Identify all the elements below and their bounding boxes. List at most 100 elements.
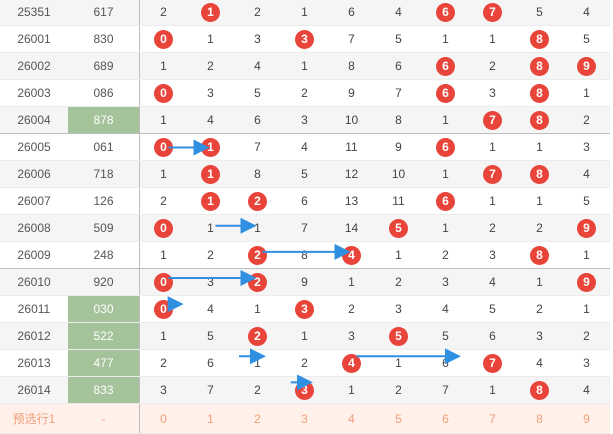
draw-row: 26005 061 0 1 7 4 11 9 6 1 1 3 [0,133,610,161]
digit-cell-5: 1 [375,241,422,269]
digit-cell-5: 1 [375,349,422,377]
digit-cell-6: 6 [422,187,469,215]
prediction-digit-1[interactable]: 1 [187,403,234,434]
digit-cell-2: 6 [234,106,281,134]
draw-number: 833 [68,376,140,404]
digit-cell-6: 6 [422,133,469,161]
prediction-row[interactable]: 预选行1-0 1 2 3 4 5 6 7 8 9 [0,403,610,434]
digit-cell-4: 7 [328,25,375,53]
draw-number: 086 [68,79,140,107]
hit-ball: 1 [201,137,220,157]
hit-ball: 0 [154,137,173,157]
digit-cell-3: 3 [281,376,328,404]
digit-cell-7: 7 [469,106,516,134]
hit-ball: 7 [483,164,502,184]
digit-cell-8: 1 [516,187,563,215]
digit-cell-2: 5 [234,79,281,107]
digit-cell-0: 1 [139,160,187,188]
prediction-digit-0[interactable]: 0 [139,403,187,434]
draw-number: 030 [68,295,140,323]
digit-cell-9: 1 [563,79,610,107]
digit-cell-5: 3 [375,295,422,323]
digit-cell-7: 1 [469,133,516,161]
digit-cell-4: 1 [328,376,375,404]
draw-number: 617 [68,0,140,26]
hit-ball: 2 [248,326,267,346]
digit-cell-1: 5 [187,322,234,350]
digit-cell-4: 10 [328,106,375,134]
digit-cell-9: 3 [563,133,610,161]
digit-cell-4: 4 [328,349,375,377]
issue-number: 26008 [0,214,68,242]
digit-cell-9: 1 [563,241,610,269]
digit-cell-3: 7 [281,214,328,242]
digit-cell-1: 2 [187,241,234,269]
digit-cell-4: 9 [328,79,375,107]
prediction-digit-3[interactable]: 3 [281,403,328,434]
digit-cell-8: 8 [516,25,563,53]
digit-cell-6: 6 [422,52,469,80]
issue-number: 26002 [0,52,68,80]
digit-cell-8: 8 [516,376,563,404]
digit-cell-7: 1 [469,187,516,215]
digit-cell-9: 4 [563,376,610,404]
digit-cell-1: 3 [187,79,234,107]
digit-cell-1: 1 [187,214,234,242]
digit-cell-8: 1 [516,268,563,296]
digit-cell-1: 1 [187,0,234,26]
draw-row: 26012 522 1 5 2 1 3 5 5 6 3 2 [0,322,610,350]
digit-cell-2: 2 [234,322,281,350]
digit-cell-3: 1 [281,52,328,80]
prediction-digit-5[interactable]: 5 [375,403,422,434]
digit-cell-1: 4 [187,106,234,134]
digit-cell-0: 1 [139,52,187,80]
digit-cell-5: 10 [375,160,422,188]
digit-cell-0: 0 [139,25,187,53]
digit-cell-4: 6 [328,0,375,26]
digit-cell-9: 9 [563,52,610,80]
digit-cell-2: 7 [234,133,281,161]
issue-number: 26007 [0,187,68,215]
prediction-digit-4[interactable]: 4 [328,403,375,434]
digit-cell-6: 1 [422,25,469,53]
prediction-digit-9[interactable]: 9 [563,403,610,434]
prediction-digit-8[interactable]: 8 [516,403,563,434]
digit-cell-0: 0 [139,268,187,296]
hit-ball: 7 [483,353,502,373]
digit-cell-5: 5 [375,25,422,53]
hit-ball: 8 [530,164,549,184]
issue-number: 26014 [0,376,68,404]
digit-cell-0: 0 [139,214,187,242]
issue-number: 26010 [0,268,68,296]
digit-cell-8: 8 [516,160,563,188]
digit-cell-3: 1 [281,0,328,26]
digit-cell-9: 1 [563,295,610,323]
hit-ball: 2 [248,191,267,211]
digit-cell-6: 6 [422,0,469,26]
draw-number: 689 [68,52,140,80]
prediction-digit-2[interactable]: 2 [234,403,281,434]
digit-cell-8: 2 [516,214,563,242]
prediction-label[interactable]: 预选行1 [0,403,68,434]
issue-number: 25351 [0,0,68,26]
prediction-digit-6[interactable]: 6 [422,403,469,434]
draw-number: 878 [68,106,140,134]
digit-cell-7: 7 [469,349,516,377]
digit-cell-0: 0 [139,133,187,161]
digit-cell-8: 8 [516,241,563,269]
hit-ball: 0 [154,29,173,49]
hit-ball: 1 [201,2,220,22]
digit-cell-3: 3 [281,106,328,134]
draw-row: 26002 689 1 2 4 1 8 6 6 2 8 9 [0,52,610,80]
digit-cell-0: 1 [139,322,187,350]
digit-cell-0: 2 [139,0,187,26]
digit-cell-0: 2 [139,187,187,215]
prediction-digit-7[interactable]: 7 [469,403,516,434]
prediction-number: - [68,403,140,434]
draw-row: 26006 718 1 1 8 5 12 10 1 7 8 4 [0,160,610,188]
draw-row: 26014 833 3 7 2 3 1 2 7 1 8 4 [0,376,610,404]
hit-ball: 6 [436,83,455,103]
hit-ball: 8 [530,29,549,49]
hit-ball: 6 [436,56,455,76]
digit-cell-8: 8 [516,79,563,107]
